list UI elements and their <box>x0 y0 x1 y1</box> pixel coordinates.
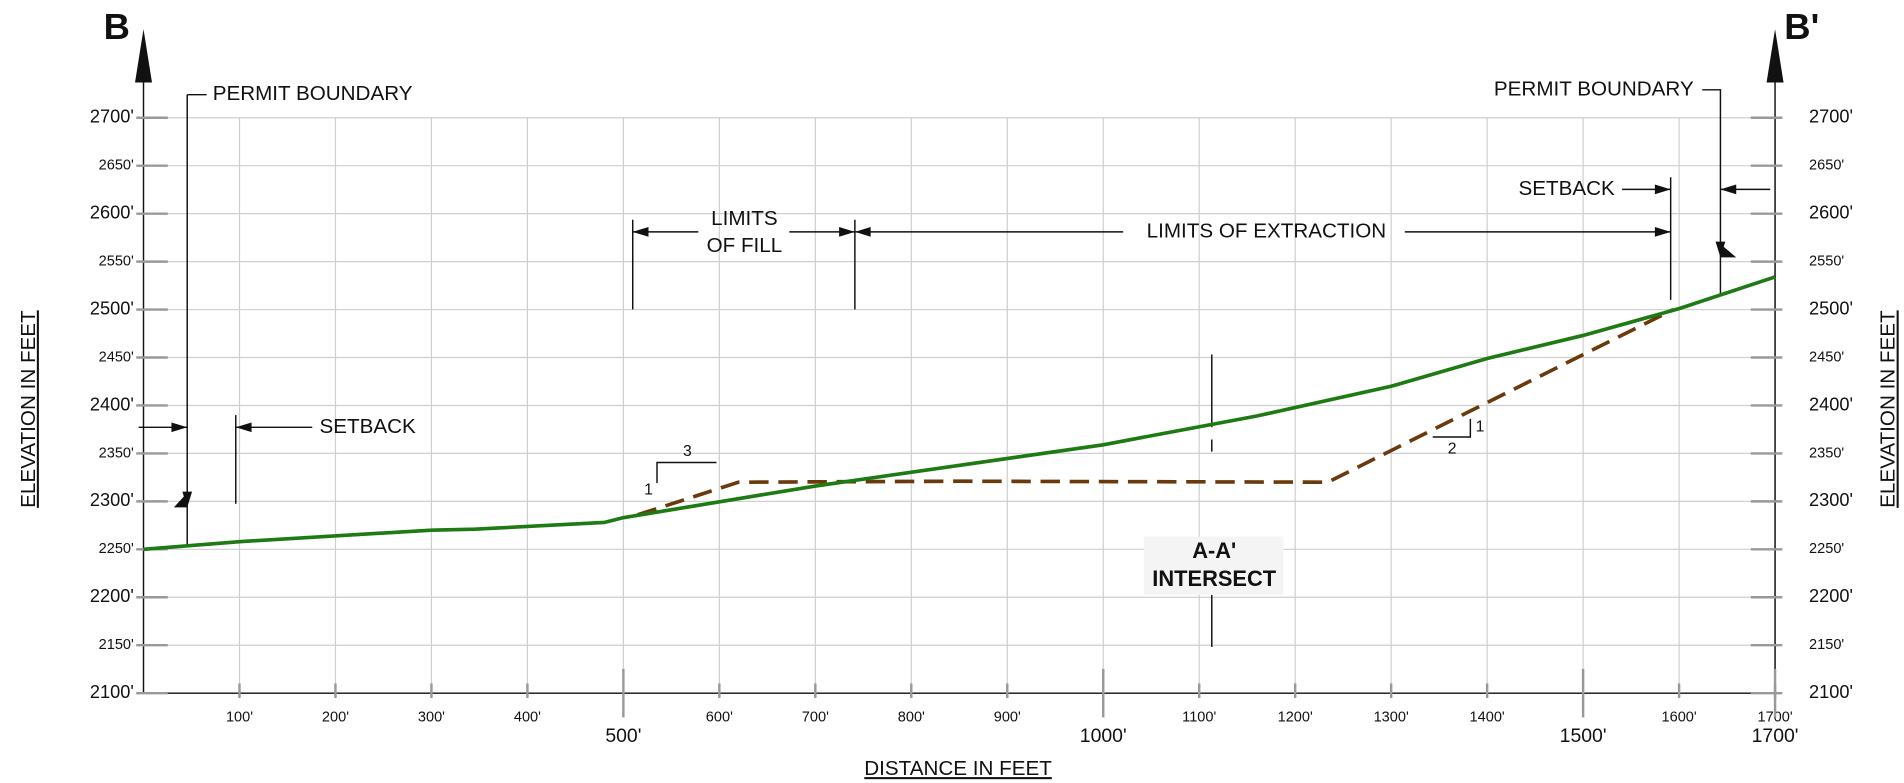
x-tick-label: 800' <box>898 709 925 725</box>
y-tick-label: 2350' <box>1809 445 1844 461</box>
arrow <box>854 227 871 237</box>
y-tick-label: 2500' <box>90 298 134 318</box>
slope-label: 1 <box>1476 418 1485 435</box>
y-tick-label: 2300' <box>1809 490 1853 510</box>
y-tick-label: 2400' <box>90 394 134 414</box>
slope-symbol <box>1432 418 1472 438</box>
y-tick-label: 2400' <box>1809 394 1853 414</box>
y-tick-label: 2250' <box>99 541 134 557</box>
x-tick-label: 300' <box>418 709 445 725</box>
arrow <box>1654 227 1671 237</box>
setback-left <box>138 415 313 504</box>
x-tick-label: 1200' <box>1278 709 1313 725</box>
x-tick-label: 200' <box>322 709 349 725</box>
arrow-b-prime <box>1766 29 1784 83</box>
annotation: LIMITS <box>711 207 777 230</box>
marker <box>1720 244 1737 258</box>
x-tick-label: 400' <box>514 709 541 725</box>
y-tick-label: 2600' <box>1809 202 1853 222</box>
arrow <box>632 227 649 237</box>
slope-symbol <box>656 461 717 484</box>
x-tick-label: 100' <box>226 709 253 725</box>
slope-label: 2 <box>1448 440 1457 457</box>
y-tick-label: 2550' <box>1809 253 1844 269</box>
y-tick-label: 2700' <box>1809 107 1853 127</box>
y-axis-title-right: ELEVATION IN FEET <box>1877 310 1900 508</box>
y-axis-title: ELEVATION IN FEET <box>17 310 40 508</box>
annotation: OF FILL <box>707 234 783 257</box>
y-tick-label: 2200' <box>1809 586 1853 606</box>
y-tick-label: 2650' <box>1809 158 1844 174</box>
permit-line-right <box>1702 89 1722 294</box>
arrow <box>839 227 855 237</box>
setback-right <box>1622 177 1771 300</box>
y-tick-label: 2150' <box>1809 637 1844 653</box>
profile-line <box>143 275 1776 552</box>
section-b-prime: B' <box>1784 6 1819 47</box>
x-tick-label-major: 1500' <box>1560 725 1607 747</box>
y-tick-label: 2500' <box>1809 298 1853 318</box>
y-tick-label: 2250' <box>1809 541 1844 557</box>
slope-label: 3 <box>683 443 692 460</box>
y-tick-label: 2650' <box>99 158 134 174</box>
grid <box>143 117 1776 694</box>
y-tick-label: 2100' <box>90 682 134 702</box>
arrow <box>171 422 188 433</box>
intersect-box <box>1143 536 1284 595</box>
profile-line <box>637 307 1675 517</box>
arrow <box>1720 184 1737 195</box>
x-tick-label: 900' <box>994 709 1021 725</box>
x-tick-label: 1100' <box>1182 709 1216 725</box>
y-tick-label: 2450' <box>99 349 134 365</box>
x-tick-label: 1300' <box>1374 709 1409 725</box>
x-axis-title: DISTANCE IN FEET <box>864 757 1052 780</box>
slope-label: 1 <box>644 482 653 499</box>
y-tick-label: 2350' <box>99 445 134 461</box>
y-tick-label: 2550' <box>99 253 134 269</box>
section-b: B <box>104 6 130 47</box>
x-tick-label: 1400' <box>1470 709 1505 725</box>
annotation: LIMITS OF EXTRACTION <box>1147 219 1387 242</box>
limits-dimension <box>632 219 1671 310</box>
annotation: PERMIT BOUNDARY <box>213 82 413 105</box>
y-tick-label: 2600' <box>90 202 134 222</box>
annotation: PERMIT BOUNDARY <box>1494 77 1694 100</box>
y-tick-label: 2450' <box>1809 349 1844 365</box>
annotation: SETBACK <box>320 415 417 438</box>
annotation: INTERSECT <box>1152 566 1276 591</box>
y-tick-label: 2200' <box>90 586 134 606</box>
annotation: A-A' <box>1192 538 1236 563</box>
arrow <box>1654 184 1671 195</box>
annotation: SETBACK <box>1519 177 1616 200</box>
y-tick-label: 2300' <box>90 490 134 510</box>
y-tick-label: 2150' <box>99 637 134 653</box>
arrow-b <box>135 29 153 83</box>
y-tick-label: 2700' <box>90 107 134 127</box>
x-tick-label-major: 500' <box>605 725 641 747</box>
permit-line-left <box>186 93 207 547</box>
x-tick-label-major: 1700' <box>1752 725 1799 747</box>
arrow <box>235 422 252 433</box>
x-tick-label: 600' <box>706 709 733 725</box>
x-tick-label: 700' <box>802 709 829 725</box>
x-tick-label-major: 1000' <box>1080 725 1127 747</box>
x-tick-label: 1600' <box>1662 709 1697 725</box>
y-tick-label: 2100' <box>1809 682 1853 702</box>
